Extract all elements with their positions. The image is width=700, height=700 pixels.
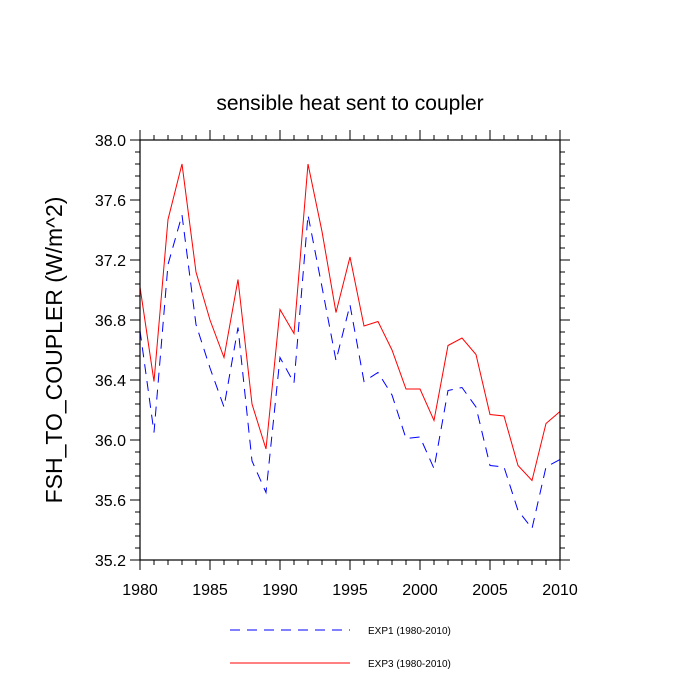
x-tick-label: 2010: [542, 582, 578, 599]
series-line-2: [139, 163, 561, 482]
chart-title: sensible heat sent to coupler: [216, 92, 483, 115]
y-tick-label: 37.2: [95, 253, 126, 270]
y-tick-label: 36.4: [95, 373, 126, 390]
x-tick-label: 1985: [192, 582, 228, 599]
plot-frame: [139, 139, 561, 561]
x-tick-label: 2005: [472, 582, 508, 599]
x-tick-label: 1980: [122, 582, 158, 599]
y-tick-label: 36.0: [95, 433, 126, 450]
y-tick-label: 35.2: [95, 553, 126, 570]
y-axis-label: FSH_TO_COUPLER (W/m^2): [41, 197, 67, 504]
series-group: [139, 163, 561, 530]
x-tick-label: 1990: [262, 582, 298, 599]
legend-label-2: EXP3 (1980-2010): [368, 659, 451, 670]
axis-ticks: [130, 130, 570, 570]
y-tick-label: 38.0: [95, 133, 126, 150]
series-line-1: [139, 214, 561, 530]
x-tick-label: 2000: [402, 582, 438, 599]
tick-labels: 35.2 35.6 36.0 36.4 36.8 37.2 37.6 38.0 1980 1985…: [95, 133, 578, 599]
y-tick-label: 37.6: [95, 193, 126, 210]
legend: EXP1 (1980-2010) EXP3 (1980-2010): [230, 626, 451, 670]
y-tick-label: 36.8: [95, 313, 126, 330]
y-tick-label: 35.6: [95, 493, 126, 510]
legend-label-1: EXP1 (1980-2010): [368, 626, 451, 637]
x-tick-label: 1995: [332, 582, 368, 599]
